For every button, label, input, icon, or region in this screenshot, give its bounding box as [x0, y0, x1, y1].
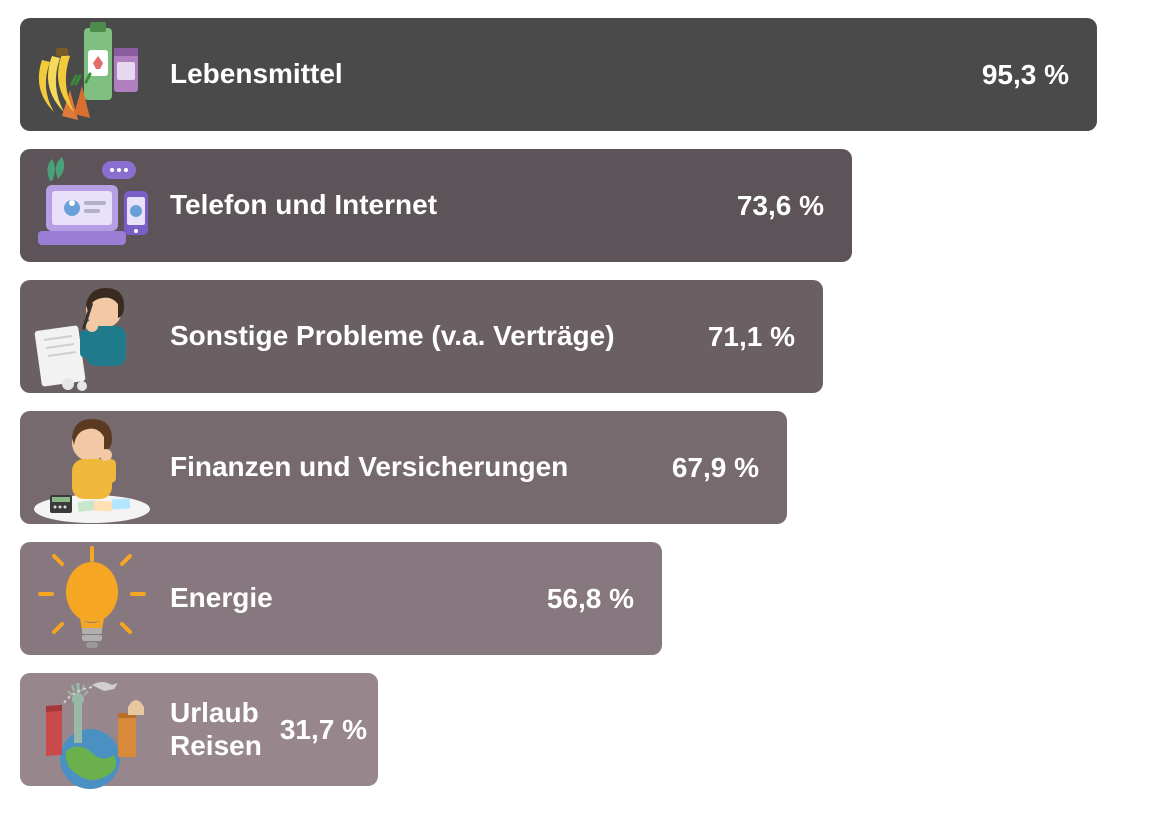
- bar-finanzen: Finanzen und Versicherungen 67,9 %: [20, 411, 787, 524]
- bar-value: 31,7 %: [280, 714, 367, 746]
- finance-icon: [32, 413, 152, 523]
- bar-row: Urlaub Reisen 31,7 %: [20, 673, 1150, 786]
- lightbulb-icon: [32, 544, 152, 654]
- bar-energie: Energie 56,8 %: [20, 542, 662, 655]
- bar-label: Energie: [170, 582, 523, 614]
- horizontal-bar-chart: Lebensmittel 95,3 %: [0, 0, 1170, 827]
- bar-row: Telefon und Internet 73,6 %: [20, 149, 1150, 262]
- bar-row: Lebensmittel 95,3 %: [20, 18, 1150, 131]
- bar-value: 67,9 %: [672, 452, 759, 484]
- bar-lebensmittel: Lebensmittel 95,3 %: [20, 18, 1097, 131]
- bar-label: Finanzen und Versicherungen: [170, 451, 648, 483]
- bar-sonstige-probleme: Sonstige Probleme (v.a. Verträge) 71,1 %: [20, 280, 823, 393]
- bar-urlaub-reisen: Urlaub Reisen 31,7 %: [20, 673, 378, 786]
- bar-value: 95,3 %: [982, 59, 1069, 91]
- bar-row: Finanzen und Versicherungen 67,9 %: [20, 411, 1150, 524]
- bar-row: Energie 56,8 %: [20, 542, 1150, 655]
- contract-icon: [32, 282, 152, 392]
- bar-value: 56,8 %: [547, 583, 634, 615]
- bar-label: Urlaub Reisen: [170, 697, 262, 761]
- travel-icon: [32, 675, 152, 785]
- groceries-icon: [32, 20, 152, 130]
- bar-value: 73,6 %: [737, 190, 824, 222]
- bar-label: Sonstige Probleme (v.a. Verträge): [170, 320, 684, 352]
- bar-telefon-internet: Telefon und Internet 73,6 %: [20, 149, 852, 262]
- bar-label: Telefon und Internet: [170, 189, 713, 221]
- bar-value: 71,1 %: [708, 321, 795, 353]
- devices-icon: [32, 151, 152, 261]
- bar-label: Lebensmittel: [170, 58, 958, 90]
- bar-row: Sonstige Probleme (v.a. Verträge) 71,1 %: [20, 280, 1150, 393]
